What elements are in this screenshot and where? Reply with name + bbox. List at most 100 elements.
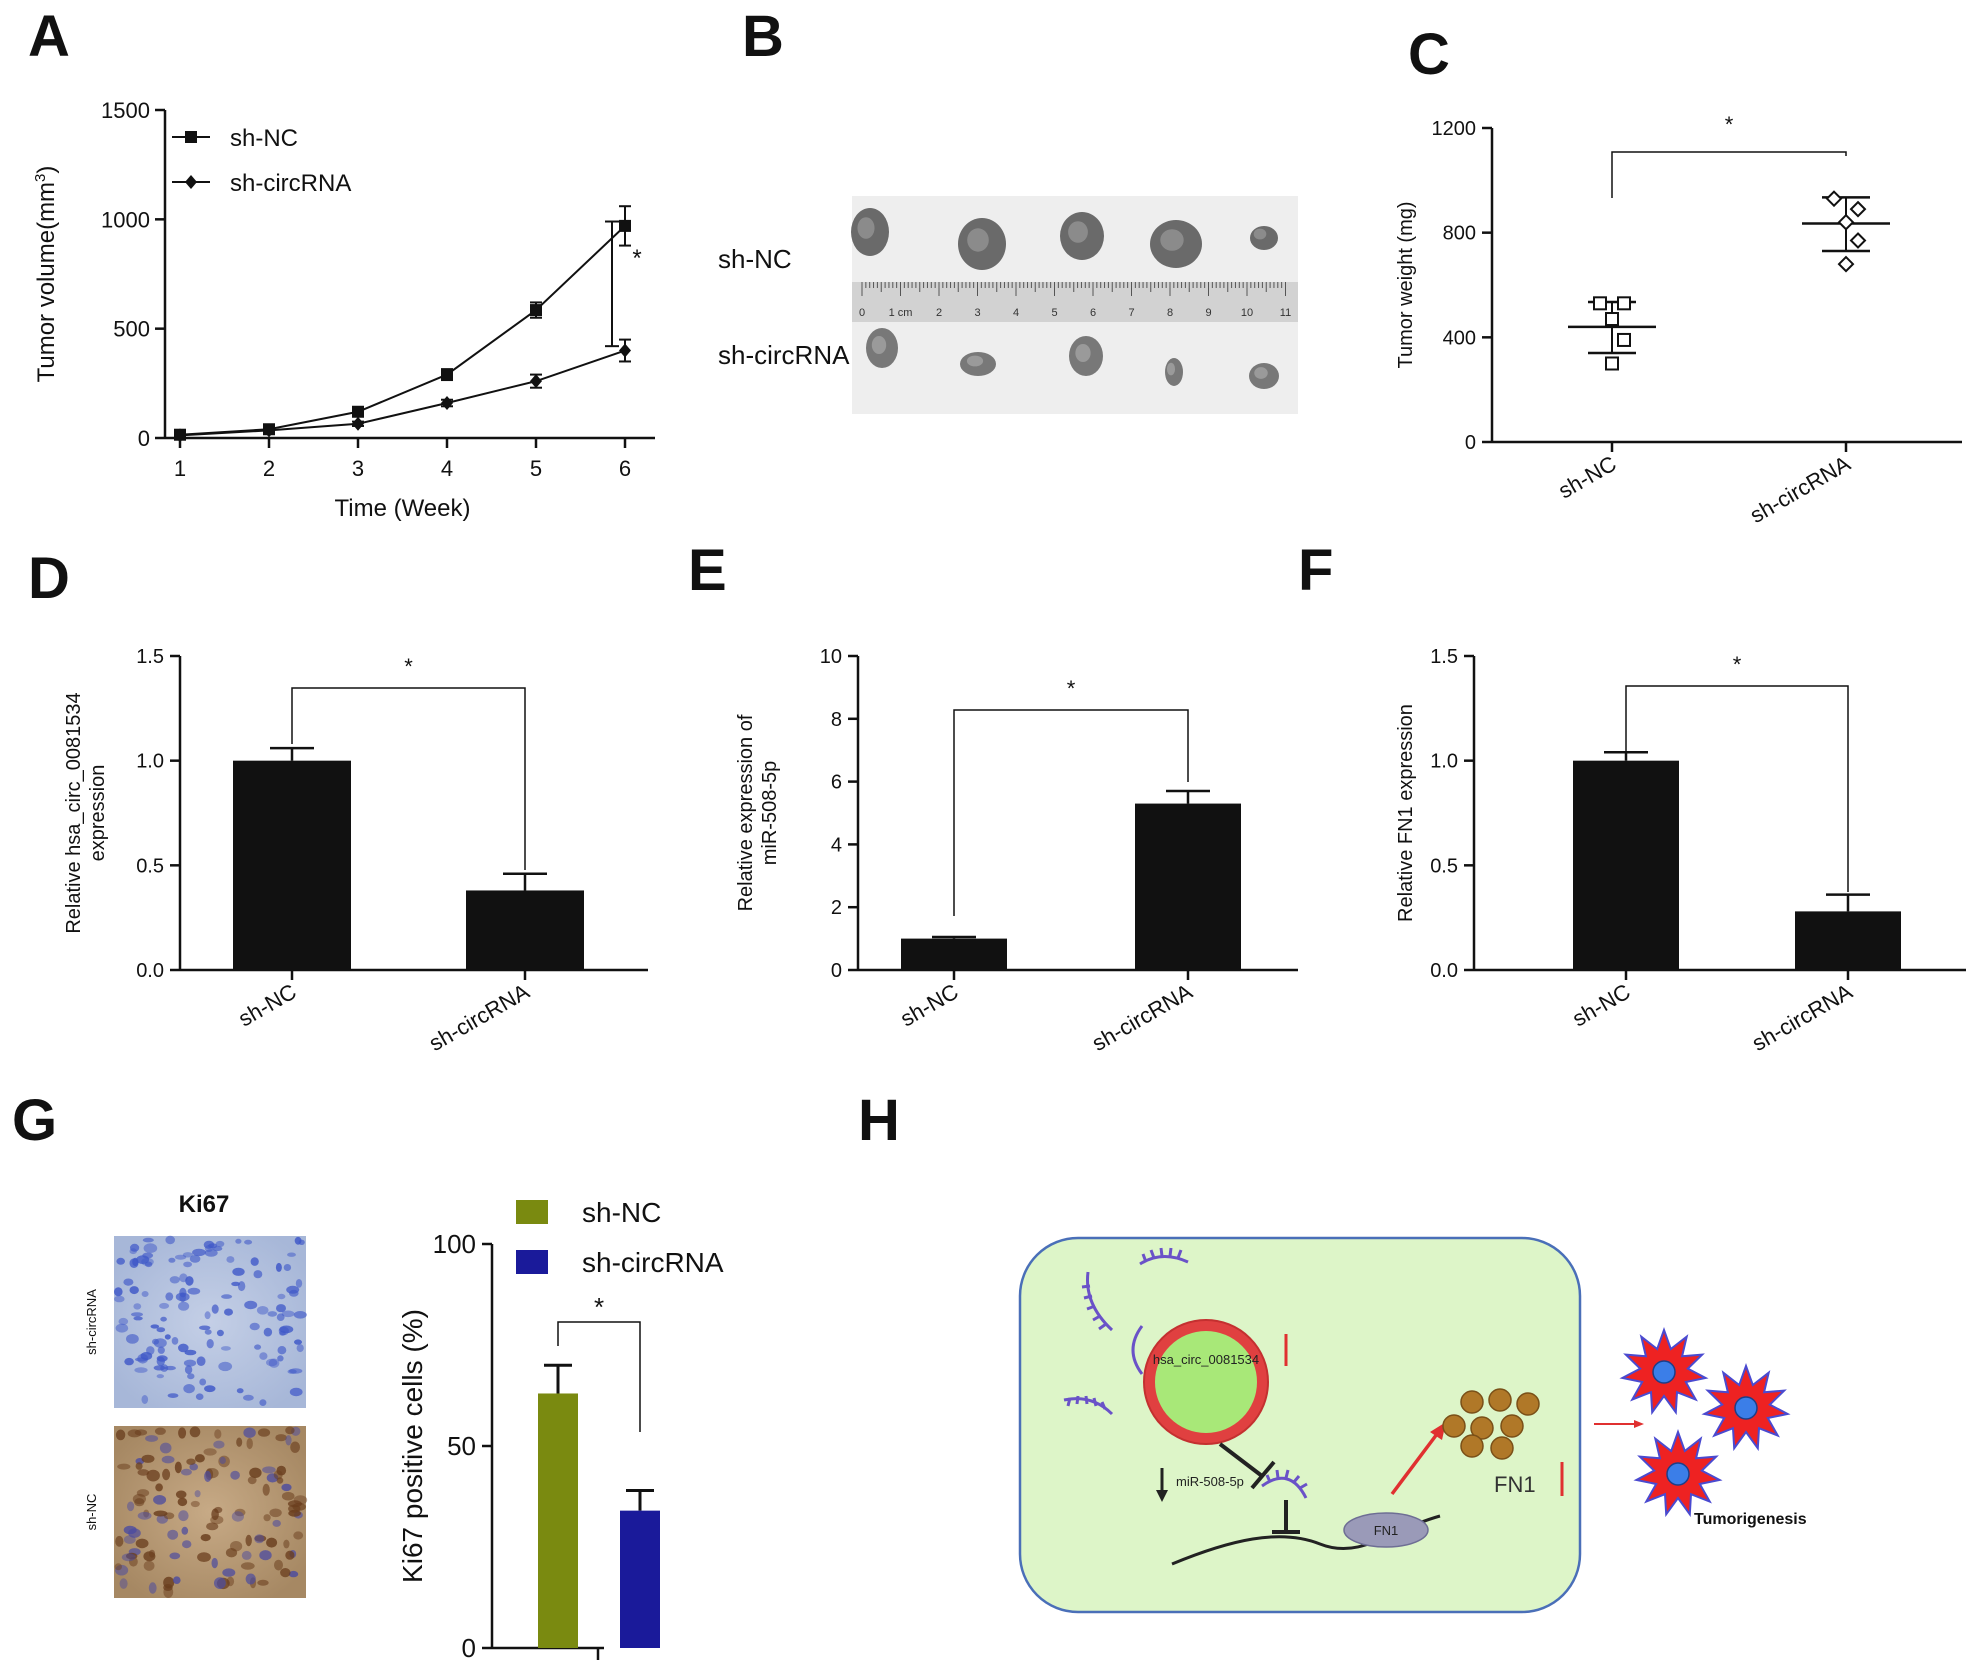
ihc-nucleus [290,1441,300,1453]
ihc-nucleus [249,1467,262,1479]
ihc-nucleus [164,1334,171,1340]
y-tick-label: 800 [1443,223,1476,245]
ihc-nucleus [257,1428,271,1437]
ihc-nucleus [277,1355,284,1362]
ihc-nucleus [259,1352,268,1360]
data-point [352,405,364,418]
cell-body [1018,1236,1582,1614]
ihc-nucleus [249,1322,260,1331]
x-tick-label: 6 [619,456,631,481]
row-label-sh-nc: sh-NC [718,244,792,274]
ihc-nucleus [218,1361,233,1372]
y-axis-title: Relative hsa_circ_0081534 [63,692,85,933]
ruler-label: 4 [1013,307,1019,319]
ihc-nucleus [145,1435,159,1442]
ihc-nucleus [124,1357,134,1366]
ihc-nucleus [137,1469,150,1476]
panel-g-ihc-images: Ki67 sh-circRNA sh-NC [84,1191,308,1598]
ihc-nucleus [250,1257,259,1266]
ihc-nucleus [165,1235,175,1245]
ihc-nucleus [235,1238,242,1244]
ihc-nucleus [296,1344,304,1353]
ihc-nucleus [293,1311,307,1319]
ihc-nucleus [245,1534,252,1547]
bar [1135,803,1241,970]
ihc-nucleus [224,1308,233,1316]
ihc-nucleus [275,1262,282,1272]
ihc-nucleus [295,1279,303,1288]
ihc-nucleus [259,1399,267,1406]
ihc-nucleus [175,1490,187,1499]
ihc-nucleus [192,1248,206,1257]
ihc-nucleus [269,1508,282,1518]
row-label-sh-circrna: sh-circRNA [718,340,850,370]
ihc-nucleus [175,1292,190,1302]
significance-bracket [557,1321,641,1432]
x-tick-label: sh-circRNA [1748,979,1857,1056]
ihc-nucleus [294,1339,302,1345]
ruler-label: 2 [936,307,942,319]
ihc-nucleus [123,1278,134,1286]
ruler-label: 11 [1280,307,1291,319]
ihc-nucleus [171,1337,179,1345]
ihc-nucleus [143,1243,158,1254]
tumor-highlight [1068,221,1088,243]
x-tick-label: sh-NC [1568,979,1635,1032]
ihc-nucleus [220,1346,231,1351]
ihc-nucleus [288,1509,301,1517]
ihc-nucleus [277,1346,287,1355]
ruler-label: 0 [859,307,865,319]
data-point [1849,232,1867,249]
x-tick-label: sh-circRNA [425,979,534,1056]
ihc-nucleus [272,1519,281,1527]
bar [538,1393,578,1648]
ihc-nucleus [126,1552,138,1560]
ihc-nucleus [194,1454,205,1463]
ihc-nucleus [178,1510,189,1522]
ihc-nucleus [247,1476,257,1485]
tumor-highlight [1166,362,1176,376]
data-point [530,374,542,389]
ihc-nucleus [184,1365,193,1375]
ihc-nucleus [240,1562,255,1570]
ruler-label: 8 [1167,307,1173,319]
x-tick-label: 5 [530,456,542,481]
y-tick-label: 8 [831,709,842,731]
ihc-nucleus [115,1429,126,1441]
ihc-nucleus [177,1497,188,1507]
ihc-nucleus [189,1255,201,1263]
tumor-row-sh-circrna [866,328,1279,389]
y-axis-title: Tumor volume(mm3) [32,166,60,383]
ihc-nucleus [134,1367,148,1373]
ihc-nucleus [226,1256,235,1263]
legend-label: sh-NC [230,125,298,152]
ihc-nucleus [203,1240,215,1249]
ihc-nucleus [141,1257,154,1266]
ihc-nucleus [276,1304,286,1313]
inhibit-line-icon [1218,1442,1264,1478]
ihc-nucleus [173,1576,181,1584]
ihc-nucleus [185,1276,194,1286]
ihc-nucleus [274,1559,283,1571]
ihc-nucleus [165,1292,174,1301]
ihc-nucleus [146,1469,160,1482]
significance-star: * [1725,112,1734,137]
significance-star: * [632,245,641,272]
panel-h-mechanism-diagram: hsa_circ_0081534 miR-508-5p FN1 FN1 Tumo… [1018,1236,1807,1614]
ihc-nucleus [206,1522,219,1531]
ihc-nucleus [153,1365,166,1371]
ihc-nucleus [114,1295,125,1303]
translation-arrow-icon [1390,1428,1442,1496]
ihc-nucleus [125,1334,139,1344]
ihc-nucleus [186,1458,196,1465]
series-line-0 [179,225,626,436]
ihc-nucleus [115,1323,129,1333]
ihc-nucleus [275,1434,287,1442]
ihc-nucleus [141,1454,155,1463]
ihc-nucleus [256,1306,269,1315]
ihc-nucleus [178,1301,190,1311]
y-tick-label: 0.5 [1430,855,1458,877]
ihc-nucleus [130,1243,140,1252]
mirna-fragment-icon [1139,1247,1189,1266]
